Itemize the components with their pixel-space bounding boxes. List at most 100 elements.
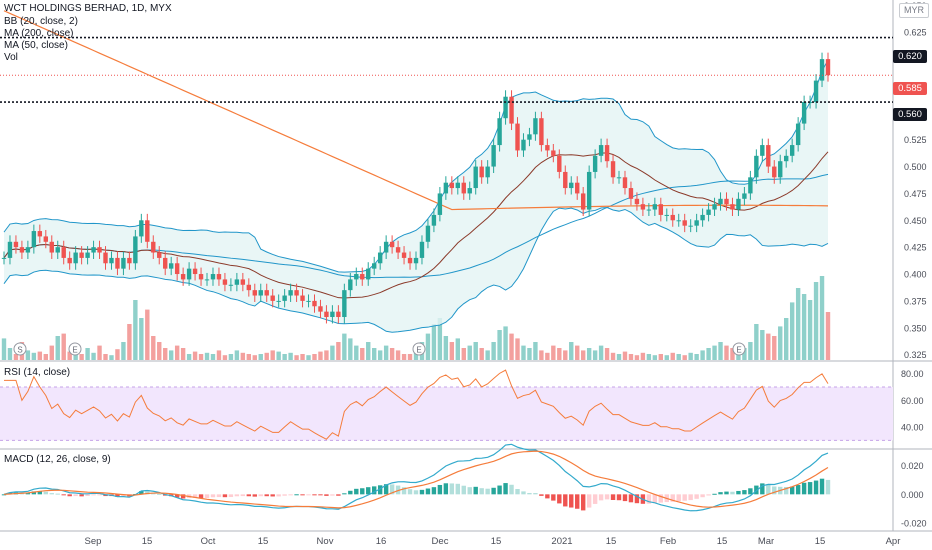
- candle: [210, 267, 216, 286]
- volume-bar: [431, 324, 437, 360]
- candle: [795, 117, 801, 152]
- time-tick-label: Dec: [432, 536, 449, 547]
- macd-histogram-bar: [270, 494, 275, 497]
- candle: [575, 176, 580, 200]
- candle: [557, 149, 562, 179]
- time-axis: Sep 15 Oct 15 Nov 16 Dec 15 2021 15 Feb 15 Mar 15 Apr: [85, 536, 901, 547]
- candle-body: [694, 220, 699, 226]
- macd-histogram-bar: [437, 484, 443, 495]
- candle: [318, 299, 323, 319]
- price-tick-label: 0.400: [904, 270, 927, 280]
- candle: [270, 289, 275, 308]
- candle-body: [109, 257, 114, 264]
- candle: [431, 208, 437, 233]
- macd-histogram-bar: [718, 492, 723, 495]
- macd-histogram-bar: [622, 494, 628, 502]
- macd-histogram-bar: [372, 486, 377, 495]
- macd-histogram-bar: [772, 486, 777, 495]
- candle-body: [515, 123, 520, 151]
- support-price-tag: 0.560: [893, 108, 927, 121]
- volume-bar: [145, 309, 150, 360]
- candle-body: [479, 166, 484, 178]
- candle: [216, 267, 222, 286]
- candle-body: [19, 247, 25, 253]
- candle: [288, 283, 293, 302]
- macd-histogram-bar: [73, 494, 78, 497]
- candle-body: [407, 257, 413, 264]
- candle: [348, 272, 353, 297]
- volume-bar: [521, 345, 526, 360]
- volume-bar: [91, 352, 96, 360]
- candle: [670, 208, 675, 227]
- candle-body: [754, 155, 759, 178]
- time-tick-label: Sep: [85, 536, 102, 547]
- macd-histogram-bar: [377, 485, 383, 495]
- candle: [109, 251, 114, 270]
- candle: [443, 176, 449, 200]
- candle: [742, 186, 747, 206]
- volume-bar: [85, 348, 90, 360]
- candle-body: [216, 274, 222, 280]
- candle: [37, 224, 43, 243]
- macd-histogram-bar: [294, 494, 299, 496]
- candle: [73, 246, 78, 270]
- candle-body: [413, 257, 419, 264]
- macd-pane[interactable]: [1, 443, 831, 512]
- rsi-pane[interactable]: [0, 369, 893, 441]
- candle-body: [419, 241, 425, 258]
- volume-bar: [300, 354, 305, 360]
- macd-histogram-bar: [336, 494, 341, 496]
- volume-bar: [7, 348, 13, 360]
- candle-body: [819, 59, 825, 81]
- candle-body: [742, 193, 747, 199]
- candle-body: [700, 214, 705, 221]
- candle-body: [807, 102, 813, 104]
- candle: [563, 165, 568, 195]
- candle: [413, 251, 419, 270]
- candle: [174, 256, 180, 281]
- volume-bar: [228, 354, 234, 360]
- candle-body: [730, 204, 735, 210]
- candle-body: [31, 231, 37, 248]
- candle-body: [270, 295, 275, 301]
- candle: [604, 138, 610, 168]
- volume-bar: [342, 333, 347, 360]
- candle-body: [246, 284, 252, 291]
- volume-bar: [628, 354, 634, 360]
- macd-histogram-bar: [312, 494, 317, 496]
- candle: [252, 283, 257, 302]
- candle-body: [497, 118, 502, 146]
- candle-body: [210, 274, 216, 280]
- event-marker: E: [68, 342, 82, 356]
- candle: [19, 240, 25, 259]
- volume-bar: [372, 348, 377, 360]
- volume-bar: [312, 354, 317, 360]
- candle-body: [312, 300, 317, 307]
- price-tick-label: 0.350: [904, 323, 927, 333]
- candle: [628, 181, 634, 206]
- price-tick-label: 0.500: [904, 162, 927, 172]
- candle: [300, 289, 305, 308]
- candle: [539, 111, 544, 152]
- candle-body: [437, 193, 443, 215]
- candle-body: [557, 155, 562, 172]
- candle: [527, 127, 532, 147]
- volume-bar: [646, 354, 652, 360]
- macd-histogram-bar: [180, 494, 186, 499]
- candle-body: [712, 204, 717, 210]
- candle: [580, 186, 586, 216]
- candle: [766, 138, 771, 174]
- candle: [55, 240, 60, 259]
- volume-bar: [825, 312, 831, 360]
- macd-histogram-bar: [407, 489, 413, 495]
- volume-bar: [461, 348, 466, 360]
- candle-body: [228, 284, 234, 286]
- candle-body: [795, 123, 801, 146]
- volume-bar: [634, 355, 640, 360]
- candle: [354, 267, 359, 286]
- candle-body: [366, 268, 371, 280]
- candle: [700, 208, 705, 227]
- candle-body: [586, 171, 592, 210]
